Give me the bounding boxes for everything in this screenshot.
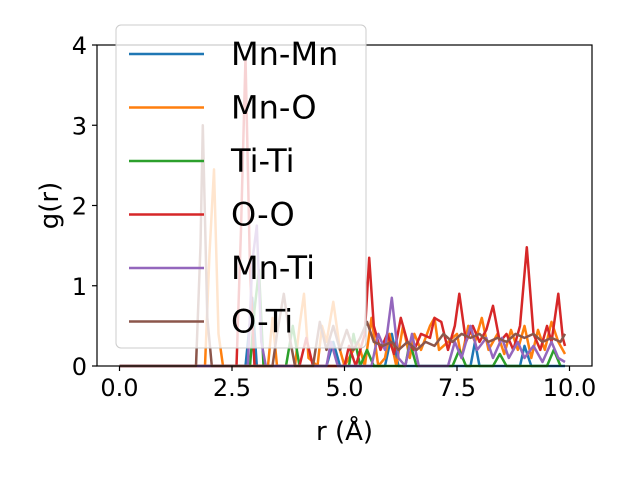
legend-box (115, 24, 367, 349)
legend-label: Mn-Ti (231, 249, 315, 287)
y-tick-label: 3 (72, 112, 87, 140)
legend: Mn-Mn Mn-O Ti-Ti O-O Mn-Ti O-Ti (115, 24, 367, 349)
legend-label: O-Ti (231, 303, 293, 341)
x-axis-label: r (Å) (316, 415, 373, 447)
x-tick-label: 10.0 (543, 374, 596, 402)
legend-label: Mn-Mn (231, 35, 338, 73)
y-ticks: 0 1 2 3 4 (72, 32, 97, 381)
x-tick-label: 7.5 (438, 374, 476, 402)
x-tick-label: 0.0 (100, 374, 138, 402)
x-tick-label: 5.0 (325, 374, 363, 402)
legend-label: Mn-O (231, 89, 317, 127)
x-ticks: 0.0 2.5 5.0 7.5 10.0 (100, 366, 596, 402)
y-axis-label: g(r) (35, 182, 65, 229)
y-tick-label: 4 (72, 32, 87, 60)
y-tick-label: 1 (72, 273, 87, 301)
x-tick-label: 2.5 (213, 374, 251, 402)
y-tick-label: 0 (72, 353, 87, 381)
legend-label: O-O (231, 196, 295, 234)
y-tick-label: 2 (72, 193, 87, 221)
legend-label: Ti-Ti (230, 142, 295, 180)
